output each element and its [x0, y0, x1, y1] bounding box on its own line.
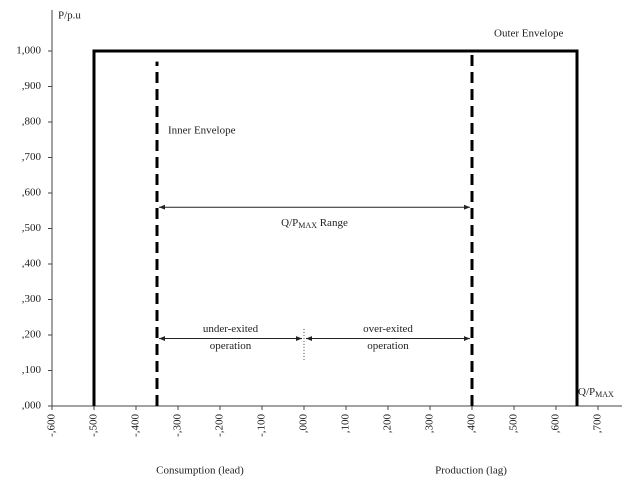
outer-envelope-label: Outer Envelope — [494, 28, 563, 40]
y-axis-label: P/p.u — [58, 10, 81, 22]
range-label-main: Q/P — [281, 217, 298, 229]
x-tick-label: ,000 — [298, 414, 310, 434]
region-label: Production (lag) — [435, 465, 507, 477]
region-label: Consumption (lead) — [156, 465, 244, 477]
y-tick-label: ,400 — [22, 258, 42, 270]
range-label-rest: Range — [317, 217, 348, 229]
x-tick-label: ,400 — [466, 414, 478, 434]
outer-envelope — [92, 49, 579, 406]
x-tick-label: ,600 — [550, 414, 562, 434]
y-tick-label: ,100 — [22, 364, 42, 376]
y-tick-label: ,200 — [22, 329, 42, 341]
y-tick-label: ,500 — [22, 222, 42, 234]
x-axis-label: Q/PMAX — [578, 386, 614, 399]
operation-label: over-exited — [363, 323, 413, 335]
y-tick-label: ,300 — [22, 293, 42, 305]
y-tick-label: ,800 — [22, 116, 42, 128]
x-tick-label: -,300 — [172, 414, 184, 437]
y-tick-label: ,000 — [22, 400, 42, 412]
operation-label: operation — [210, 340, 252, 352]
inner-envelope-label: Inner Envelope — [168, 125, 236, 137]
operation-label: under-exited — [203, 323, 259, 335]
y-tick-label: 1,000 — [16, 45, 41, 57]
x-tick-label: -,500 — [88, 414, 100, 437]
x-axis-label-main: Q/P — [578, 386, 595, 398]
x-tick-label: ,300 — [424, 414, 436, 434]
y-tick-label: ,900 — [22, 80, 42, 92]
y-tick-label: ,600 — [22, 187, 42, 199]
x-tick-label: ,200 — [382, 414, 394, 434]
operation-label: operation — [367, 340, 409, 352]
x-tick-label: -,200 — [214, 414, 226, 437]
x-tick-label: -,600 — [46, 414, 58, 437]
x-axis-label-sub: MAX — [595, 390, 614, 399]
range-label-sub: MAX — [298, 221, 317, 230]
x-tick-label: -,100 — [256, 414, 268, 437]
x-tick-label: ,500 — [508, 414, 520, 434]
x-tick-label: ,100 — [340, 414, 352, 434]
x-tick-label: ,700 — [592, 414, 604, 434]
x-tick-label: -,400 — [130, 414, 142, 437]
y-tick-label: ,700 — [22, 151, 42, 163]
range-label: Q/PMAX Range — [281, 217, 348, 230]
